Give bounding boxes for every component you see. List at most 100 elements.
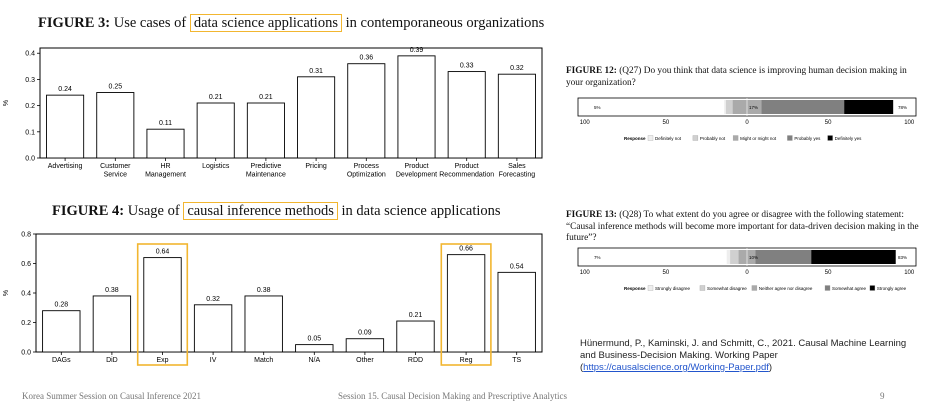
x-tick-label: 0 — [745, 270, 749, 276]
likert-segment — [844, 100, 894, 114]
legend-label: Definitely not — [655, 136, 682, 141]
figure4-title: FIGURE 4: Usage of causal inference meth… — [52, 202, 501, 220]
data-label: 0.66 — [459, 246, 473, 253]
right-percent-label: 83% — [898, 255, 907, 260]
legend-swatch — [692, 135, 699, 141]
likert-segment — [724, 100, 726, 114]
x-tick-label: 100 — [580, 120, 591, 126]
y-tick-label: 0.6 — [21, 261, 31, 268]
bar — [347, 63, 386, 159]
legend-label: Strongly agree — [877, 286, 907, 291]
x-tick-label: 50 — [825, 270, 832, 276]
data-label: 0.33 — [460, 63, 474, 70]
left-percent-label: 5% — [594, 105, 601, 110]
x-tick-label: Recommendation — [439, 172, 494, 179]
figure3-title-post: in contemporaneous organizations — [345, 15, 545, 31]
x-tick-label: HR — [160, 163, 170, 170]
x-tick-label: 0 — [745, 120, 749, 126]
bar — [143, 257, 182, 353]
likert-segment — [725, 100, 733, 114]
legend-label: Neither agree nor disagree — [759, 286, 813, 291]
x-tick-label: Match — [254, 357, 273, 364]
x-tick-label: Advertising — [48, 163, 83, 170]
figure3-title: FIGURE 3: Use cases of data science appl… — [38, 14, 545, 32]
bar — [497, 73, 536, 159]
y-tick-label: 0.1 — [25, 129, 35, 136]
legend-swatch — [732, 135, 739, 141]
legend-label: Might or might not — [740, 136, 777, 141]
data-label: 0.36 — [359, 55, 373, 62]
legend-swatch — [824, 285, 831, 291]
bar — [46, 94, 85, 159]
data-label: 0.05 — [307, 336, 321, 343]
figure4-title-post: in data science applications — [341, 203, 501, 219]
legend-swatch — [869, 285, 876, 291]
data-label: 0.21 — [259, 94, 273, 101]
bar — [446, 254, 486, 353]
y-axis-label: % — [3, 290, 10, 296]
figure13-text: (Q28) To what extent do you agree or dis… — [566, 210, 919, 243]
data-label: 0.54 — [510, 263, 524, 270]
x-tick-label: 50 — [663, 120, 670, 126]
x-tick-label: Forecasting — [499, 172, 536, 179]
bar — [193, 304, 233, 353]
legend-label: Somewhat agree — [832, 286, 867, 291]
footer-center: Session 15. Causal Decision Making and P… — [338, 391, 567, 401]
legend-swatch — [787, 135, 793, 141]
data-label: 0.09 — [358, 330, 372, 337]
bar — [345, 338, 385, 353]
footer-page-number: 9 — [880, 391, 885, 401]
figure3-title-highlight: data science applications — [189, 14, 342, 32]
legend-title: Response — [624, 286, 646, 291]
data-label: 0.32 — [510, 65, 524, 72]
y-axis-label: % — [3, 100, 10, 106]
bar — [246, 102, 285, 159]
x-tick-label: Product — [404, 163, 428, 170]
figure3-bar-chart: % 0.0 0.1 0.2 0.3 0.4 0.24 Advertising 0.25 Custo… — [3, 47, 543, 179]
x-tick-label: Process — [354, 163, 380, 170]
x-tick-label: 100 — [580, 270, 591, 276]
legend-swatch — [751, 285, 758, 291]
bar — [92, 295, 132, 353]
x-tick-label: N/A — [308, 357, 320, 364]
figure13-label: FIGURE 13: — [566, 210, 617, 220]
highlight-box — [440, 243, 492, 366]
data-label: 0.21 — [209, 94, 223, 101]
x-tick-label: Customer — [100, 163, 131, 170]
bar — [244, 295, 283, 353]
y-tick-label: 0.2 — [25, 103, 35, 110]
x-tick-label: Predictive — [251, 163, 282, 170]
reference-link[interactable]: https://causalscience.org/Working-Paper.… — [583, 362, 769, 373]
legend-label: Strongly disagree — [655, 286, 691, 291]
figure4-label: FIGURE 4: — [52, 203, 125, 219]
x-tick-label: Logistics — [202, 163, 230, 170]
figure12-label: FIGURE 12: — [566, 66, 617, 76]
y-tick-label: 0.2 — [21, 320, 31, 327]
bar — [96, 92, 135, 159]
figure12-caption: FIGURE 12: (Q27) Do you think that data … — [566, 66, 926, 89]
x-tick-label: 50 — [663, 270, 670, 276]
data-label: 0.38 — [105, 287, 119, 294]
figure13-likert-chart: 7% 10% 83% 100 50 0 50 100 Response Strongly disa… — [577, 247, 917, 291]
legend-swatch — [647, 135, 654, 141]
x-tick-label: DiD — [106, 357, 118, 364]
legend-swatch — [827, 135, 833, 141]
figure13-caption: FIGURE 13: (Q28) To what extent do you a… — [566, 210, 926, 245]
reference-citation: Hünermund, P., Kaminski, J. and Schmitt,… — [580, 338, 920, 374]
likert-segment — [726, 250, 731, 264]
x-tick-label: Sales — [508, 163, 526, 170]
x-tick-label: Other — [356, 357, 374, 364]
x-tick-label: TS — [512, 357, 521, 364]
data-label: 0.31 — [309, 68, 323, 75]
bar — [196, 102, 235, 159]
x-tick-label: Reg — [460, 357, 473, 364]
x-tick-label: 100 — [904, 120, 915, 126]
bar — [146, 128, 185, 159]
data-label: 0.32 — [206, 296, 220, 303]
likert-segment — [730, 250, 739, 264]
data-label: 0.24 — [58, 86, 72, 93]
center-percent-label: 17% — [749, 105, 758, 110]
figure4-title-highlight: causal inference methods — [183, 202, 338, 220]
data-label: 0.25 — [108, 84, 122, 91]
bar — [397, 55, 436, 159]
